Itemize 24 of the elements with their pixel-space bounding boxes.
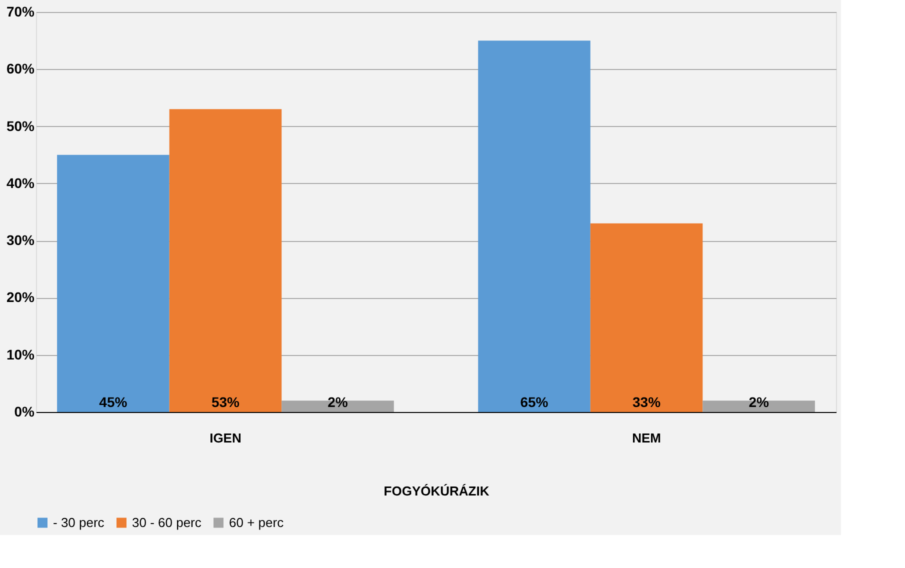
y-tick-label: 60% — [6, 60, 36, 77]
data-label: 65% — [520, 394, 549, 410]
data-label: 53% — [211, 394, 240, 410]
legend-label: 60 + perc — [229, 514, 284, 530]
bar — [57, 154, 170, 412]
bar — [169, 109, 282, 412]
y-tick-label: 0% — [14, 404, 36, 420]
bar — [478, 40, 590, 412]
data-label: 45% — [99, 394, 128, 410]
y-tick-label: 40% — [6, 174, 36, 191]
x-tick-label: IGEN — [210, 430, 242, 446]
data-label: 33% — [632, 394, 662, 410]
legend-label: 30 - 60 perc — [132, 514, 202, 530]
y-tick-label: 10% — [6, 346, 36, 362]
data-label: 2% — [748, 394, 770, 410]
data-label: 2% — [328, 394, 348, 410]
legend-label: - 30 perc — [53, 514, 105, 530]
y-tick-label: 50% — [6, 118, 36, 134]
y-tick-label: 30% — [6, 232, 36, 248]
y-tick-label: 20% — [6, 289, 36, 306]
x-tick-label: NEM — [632, 430, 661, 446]
y-tick-label: 70% — [6, 4, 36, 20]
x-axis-title: FOGYÓKÚRÁZIK — [384, 484, 490, 498]
bar — [590, 223, 703, 412]
